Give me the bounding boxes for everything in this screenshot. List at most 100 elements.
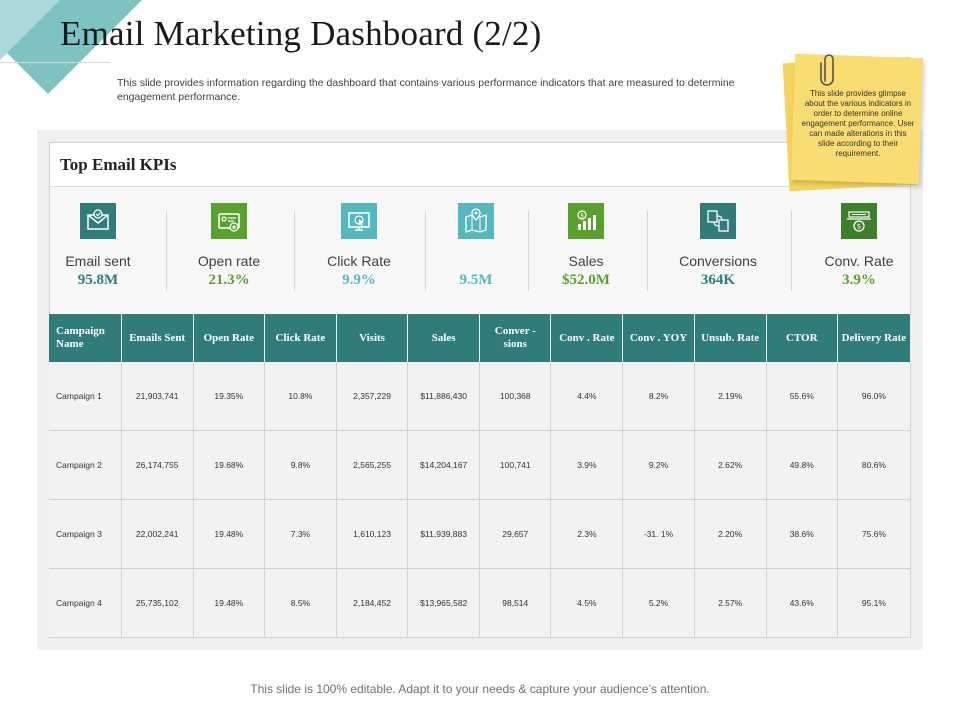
column-header: Delivery Rate [837,314,912,362]
id-card-star-icon [211,203,247,239]
title-rule [0,62,110,63]
kpi-label [416,253,536,270]
table-cell: 19.48% [193,568,265,638]
kpi-divider [166,211,167,291]
table-cell: 7.3% [264,499,337,569]
table-cell: 22,002,241 [121,499,194,569]
kpi-value: 9.9% [342,272,376,288]
column-header: Click Rate [264,314,337,362]
kpi-divider [791,211,792,291]
kpi-label: Email sent [65,253,131,269]
column-header: Campaign Name [49,314,122,362]
column-header: Conver - sions [479,314,552,362]
table-cell: 25,735,102 [121,568,194,638]
card-header: Top Email KPIs [50,143,910,187]
table-row: Campaign 2 26,174,755 19.68% 9.8% 2,565,… [49,430,912,500]
table-cell: $11,886,430 [407,362,481,431]
table-cell: 43.6% [766,568,838,638]
table-cell: 8.2% [622,362,695,431]
table-cell: 9.2% [622,430,695,500]
kpi-conversions: Conversions 364K [658,203,778,289]
table-cell: 10.8% [264,362,337,431]
table-cell: 49.8% [766,430,838,500]
footer-text: This slide is 100% editable. Adapt it to… [250,682,710,696]
card-title: Top Email KPIs [60,155,177,174]
campaign-table: Campaign Name Emails Sent Open Rate Clic… [49,314,912,638]
svg-text:$: $ [857,223,861,231]
monitor-cursor-icon [341,203,377,239]
kpi-label: Sales [568,253,604,269]
kpi-value: 9.5M [459,272,493,288]
kpi-value: 21.3% [208,272,250,288]
table-header-row: Campaign Name Emails Sent Open Rate Clic… [49,314,912,362]
kpi-value: 95.8M [77,272,119,288]
table-cell: 38.6% [766,499,838,569]
money-device-icon: $ [841,203,877,239]
table-cell: 98,514 [479,568,552,638]
column-header: Conv . Rate [550,314,624,362]
map-pin-icon [458,203,494,239]
table-cell: 1,610,123 [336,499,409,569]
table-cell: -31. 1% [622,499,695,569]
kpi-open-rate: Open rate 21.3% [169,203,289,289]
table-row: Campaign 1 21,903,741 19.35% 10.8% 2,357… [49,362,912,431]
table-cell: 8.5% [264,568,337,638]
table-cell: 19.35% [193,362,265,431]
envelope-check-icon [80,203,116,239]
svg-text:$: $ [580,213,584,220]
table-cell: 4.5% [550,568,624,638]
table-cell: 19.68% [193,430,265,500]
kpi-divider [294,211,295,291]
table-cell: 96.0% [837,362,912,431]
column-header: Emails Sent [121,314,194,362]
page-title: Email Marketing Dashboard (2/2) [60,14,542,53]
table-row: Campaign 3 22,002,241 19.48% 7.3% 1,610,… [49,499,912,569]
kpi-click-rate: Click Rate 9.9% [299,203,419,289]
table-cell: $13,965,582 [407,568,481,638]
corner-decoration [0,0,150,95]
column-header: Open Rate [193,314,265,362]
table-cell: 2.19% [694,362,767,431]
table-cell: 26,174,755 [121,430,194,500]
table-cell: $14,204,167 [407,430,481,500]
page-subtitle: This slide provides information regardin… [117,77,735,103]
table-cell: $11,939,883 [407,499,481,569]
kpi-email-sent: Email sent 95.8M [38,203,158,289]
column-header: Sales [407,314,481,362]
table-cell: 3.9% [550,430,624,500]
table-cell: 100,741 [479,430,552,500]
column-header: Unsub. Rate [694,314,767,362]
table-cell: 100,368 [479,362,552,431]
kpi-divider [647,211,648,291]
kpi-divider [528,211,529,291]
sticky-note-text: This slide provides glimpse about the va… [801,89,915,158]
table-cell: 2.3% [550,499,624,569]
table-cell: 5.2% [622,568,695,638]
kpi-label: Open rate [197,253,261,269]
table-cell: 2.57% [694,568,767,638]
table-cell: 21,903,741 [121,362,194,431]
sales-chart-icon: $ [568,203,604,239]
table-cell: 95.1% [837,568,912,638]
table-cell: 55.6% [766,362,838,431]
paperclip-icon [820,51,838,94]
kpi-value: 3.9% [842,272,876,288]
table-cell: Campaign 1 [49,362,122,431]
kpi-divider [425,211,426,291]
kpi-sales: $ Sales $52.0M [526,203,646,289]
table-cell: 2,184,452 [336,568,409,638]
table-cell: 9.8% [264,430,337,500]
table-cell: 75.6% [837,499,912,569]
kpi-value: 364K [700,272,736,288]
table-cell: 2.20% [694,499,767,569]
table-cell: Campaign 4 [49,568,122,638]
table-cell: 29,657 [479,499,552,569]
table-cell: 4.4% [550,362,624,431]
table-cell: 80.6% [837,430,912,500]
table-row: Campaign 4 25,735,102 19.48% 8.5% 2,184,… [49,568,912,638]
table-cell: 19.48% [193,499,265,569]
conversion-docs-icon [700,203,736,239]
kpi-label: Conv. Rate [824,253,894,269]
table-cell: 2,357,229 [336,362,409,431]
table-cell: Campaign 3 [49,499,122,569]
